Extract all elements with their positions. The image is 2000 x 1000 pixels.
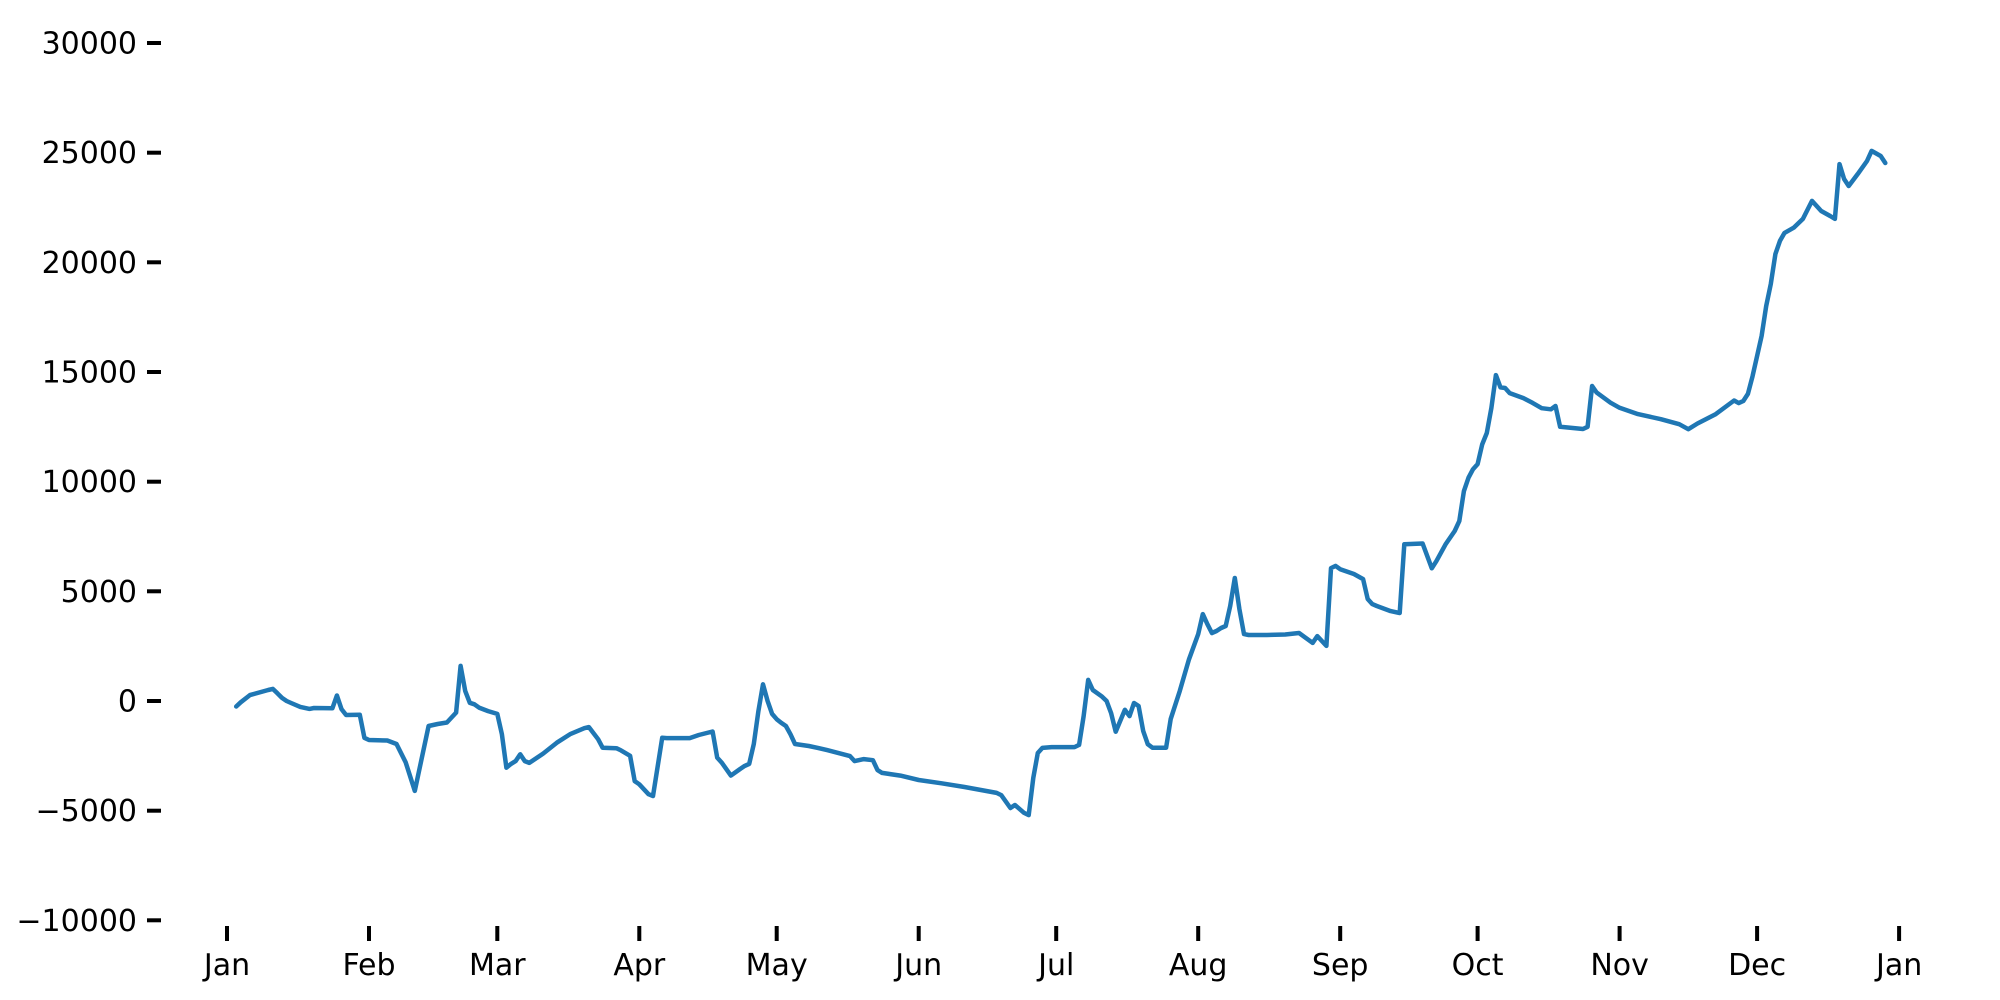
x-tick-label: Jan bbox=[1874, 948, 1922, 983]
y-tick-label: 25000 bbox=[42, 136, 137, 171]
x-tick-label: Sep bbox=[1312, 948, 1369, 983]
x-tick-label: Jan bbox=[202, 948, 250, 983]
x-tick-label: Aug bbox=[1169, 948, 1228, 983]
x-tick-label: Nov bbox=[1590, 948, 1649, 983]
x-tick-label: Dec bbox=[1728, 948, 1786, 983]
x-tick-label: May bbox=[746, 948, 808, 983]
y-tick-label: 15000 bbox=[42, 356, 137, 391]
y-tick-label: −5000 bbox=[36, 794, 137, 829]
x-tick-label: Jul bbox=[1036, 948, 1074, 983]
x-tick-label: Jun bbox=[893, 948, 942, 983]
y-tick-label: −10000 bbox=[16, 904, 137, 939]
y-tick-label: 5000 bbox=[61, 575, 137, 610]
y-tick-label: 10000 bbox=[42, 465, 137, 500]
y-tick-label: 30000 bbox=[42, 27, 137, 62]
y-axis: 30000 25000 20000 15000 10000 5000 0 −5000 −1000… bbox=[16, 27, 161, 939]
y-tick-label: 0 bbox=[118, 685, 137, 720]
series-line bbox=[233, 148, 1888, 818]
x-tick-label: Feb bbox=[342, 948, 395, 983]
x-tick-label: Apr bbox=[613, 948, 666, 983]
series-group bbox=[233, 148, 1888, 818]
x-tick-label: Oct bbox=[1452, 948, 1504, 983]
y-tick-label: 20000 bbox=[42, 246, 137, 281]
x-tick-label: Mar bbox=[469, 948, 526, 983]
x-axis: Jan Feb Mar Apr May Jun Jul Aug Sep Oct Nov Dec Jan bbox=[202, 926, 1922, 983]
